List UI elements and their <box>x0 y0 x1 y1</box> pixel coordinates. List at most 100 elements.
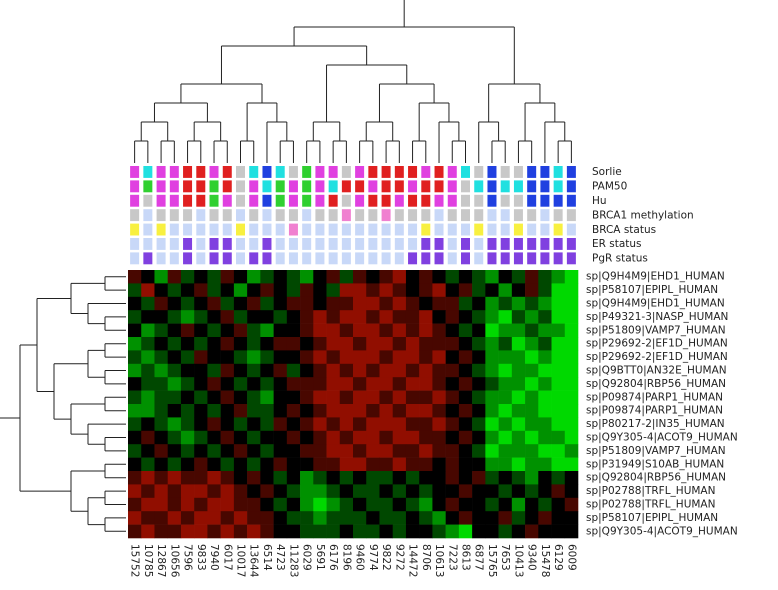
heatmap-cell <box>141 323 155 338</box>
annotation-cell <box>328 180 338 193</box>
heatmap-cell <box>445 296 460 311</box>
heatmap-cell <box>128 430 142 445</box>
heatmap-cell <box>194 471 208 485</box>
heatmap-cell <box>498 270 513 284</box>
heatmap-cell <box>326 390 341 405</box>
heatmap-cell <box>511 471 526 485</box>
heatmap-cell <box>353 457 367 472</box>
annotation-cell <box>143 209 153 222</box>
heatmap-cell <box>300 524 314 539</box>
heatmap-cell <box>128 444 142 458</box>
heatmap-cell <box>247 497 261 512</box>
annotation-cell <box>408 194 418 207</box>
annotation-cell <box>553 180 563 193</box>
heatmap-cell <box>141 404 155 418</box>
annotation-cell <box>447 223 457 236</box>
annotation-cell <box>275 166 285 178</box>
heatmap-cell <box>207 497 221 512</box>
heatmap-cell <box>379 337 394 351</box>
heatmap-cell <box>472 350 486 365</box>
heatmap-cell <box>432 363 446 378</box>
heatmap-cell <box>313 310 327 324</box>
annotation-cell <box>315 180 325 193</box>
annotation-cell <box>196 252 206 265</box>
heatmap-cell <box>233 350 248 365</box>
annotation-cell <box>368 238 378 250</box>
heatmap-cell <box>511 417 526 432</box>
row-label: sp|P09874|PARP1_HUMAN <box>586 405 723 417</box>
heatmap-cell <box>128 390 142 405</box>
heatmap-cell <box>392 511 407 525</box>
heatmap-cell <box>525 444 539 458</box>
heatmap-cell <box>498 484 513 499</box>
heatmap-cell <box>207 430 221 445</box>
heatmap-cell <box>432 390 446 405</box>
heatmap-cell <box>128 363 142 378</box>
annotation-cell <box>540 194 550 207</box>
heatmap-cell <box>220 310 235 324</box>
heatmap-cell <box>366 484 380 499</box>
annotation-cell <box>288 209 298 222</box>
heatmap-cell <box>220 270 235 284</box>
heatmap-cell <box>564 296 579 311</box>
heatmap-cell <box>392 497 407 512</box>
heatmap-cell <box>154 511 169 525</box>
heatmap-cell <box>392 363 407 378</box>
heatmap-cell <box>167 471 182 485</box>
annotation-cell <box>222 166 232 178</box>
heatmap-cell <box>339 404 354 418</box>
column-label: 10613 <box>433 544 445 577</box>
heatmap-cell <box>564 484 579 499</box>
annotation-cell <box>262 238 272 250</box>
annotation-cell <box>143 194 153 207</box>
heatmap-cell <box>207 457 221 472</box>
heatmap-cell <box>511 363 526 378</box>
heatmap-cell <box>326 417 341 432</box>
heatmap-cell <box>472 444 486 458</box>
heatmap-cell <box>458 283 473 298</box>
heatmap-cell <box>432 484 446 499</box>
heatmap-cell <box>564 430 579 445</box>
heatmap-cell <box>326 444 341 458</box>
heatmap-cell <box>194 377 208 391</box>
row-label: sp|P49321-3|NASP_HUMAN <box>586 311 728 323</box>
heatmap-cell <box>525 471 539 485</box>
annotation-cell <box>408 238 418 250</box>
annotation-cell <box>381 194 391 207</box>
heatmap-cell <box>458 270 473 284</box>
heatmap-cell <box>366 310 380 324</box>
heatmap-cell <box>286 511 301 525</box>
annotation-cell <box>196 209 206 222</box>
heatmap-cell <box>154 484 169 499</box>
heatmap-cell <box>300 497 314 512</box>
annotation-cell <box>553 209 563 222</box>
column-label: 15478 <box>539 544 551 577</box>
heatmap-cell <box>154 283 169 298</box>
annotation-cell <box>183 223 193 236</box>
heatmap-cell <box>445 471 460 485</box>
annotation-cell <box>447 166 457 178</box>
annotation-cell <box>169 223 179 236</box>
annotation-cell <box>341 194 351 207</box>
heatmap-cell <box>564 310 579 324</box>
heatmap-cell <box>419 511 433 525</box>
annotation-cell <box>143 166 153 178</box>
column-label: 9272 <box>393 544 405 571</box>
annotation-cell <box>275 238 285 250</box>
heatmap-cell <box>233 363 248 378</box>
annotation-cell <box>434 238 444 250</box>
heatmap-cell <box>551 444 566 458</box>
annotation-cell <box>209 194 219 207</box>
heatmap-cell <box>167 444 182 458</box>
annotation-cell <box>474 252 484 265</box>
heatmap-cell <box>419 484 433 499</box>
heatmap-cell <box>167 511 182 525</box>
heatmap-cell <box>353 283 367 298</box>
heatmap-cell <box>551 404 566 418</box>
annotation-cell <box>156 238 166 250</box>
heatmap-cell <box>141 283 155 298</box>
heatmap-cell <box>392 377 407 391</box>
heatmap-cell <box>379 430 394 445</box>
heatmap-cell <box>194 310 208 324</box>
heatmap-cell <box>458 323 473 338</box>
